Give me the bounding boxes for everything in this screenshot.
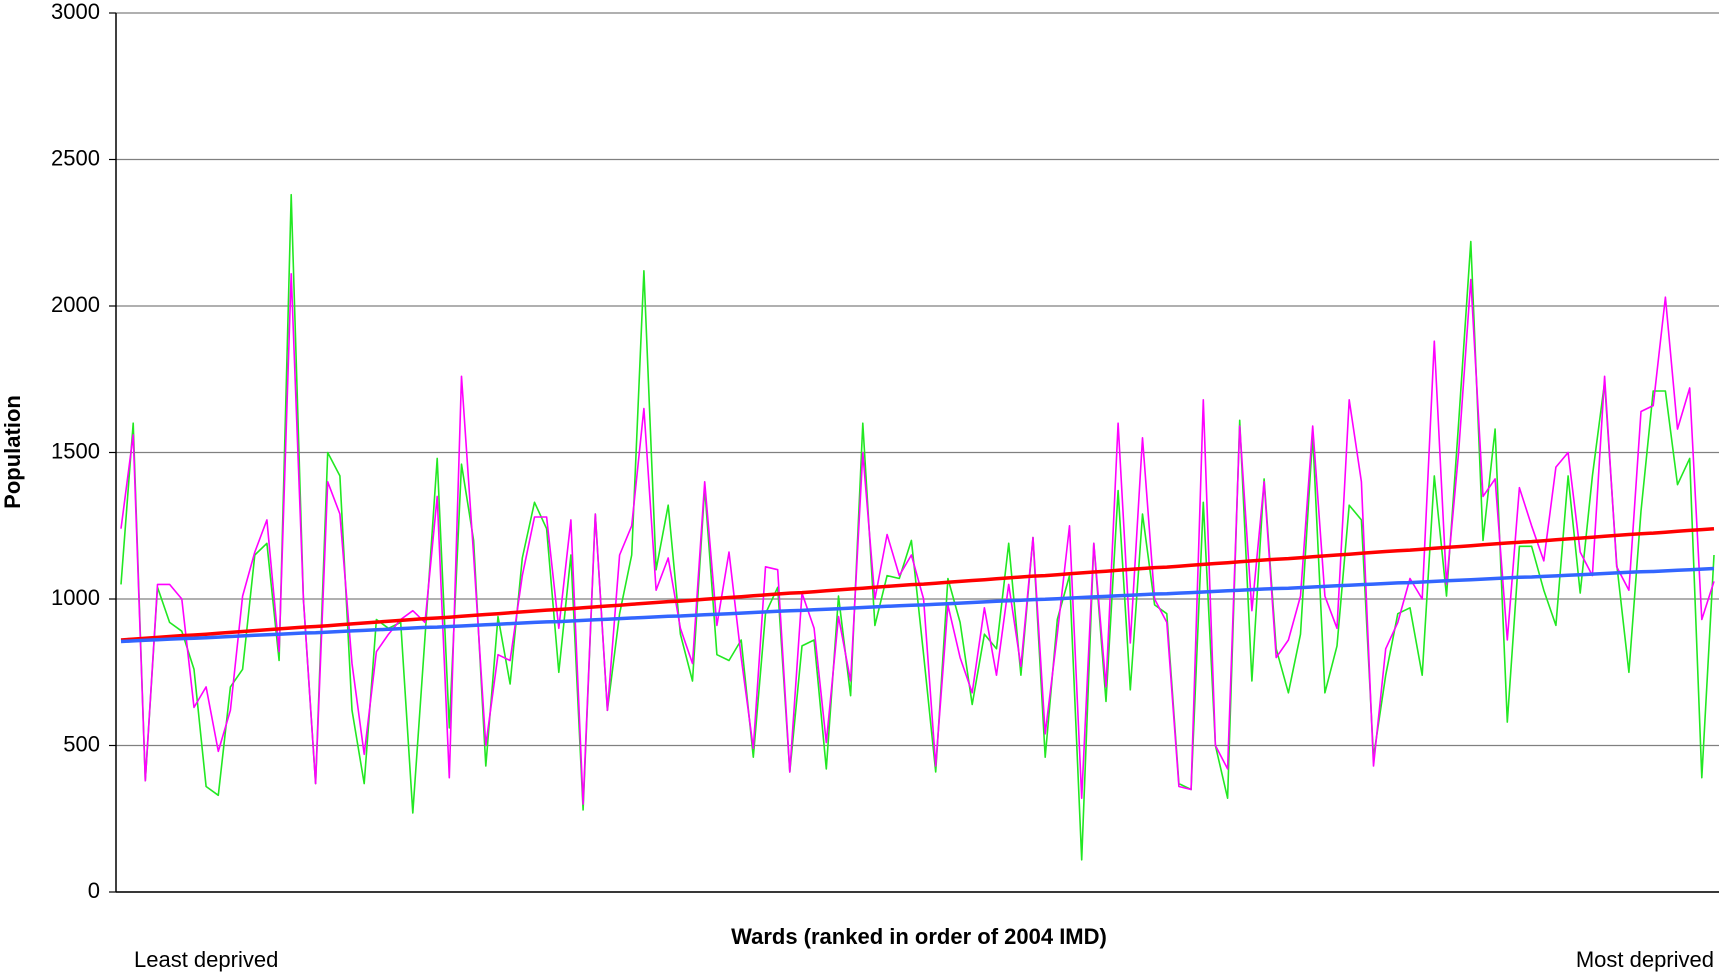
y-tick-label: 2000 xyxy=(51,292,100,317)
y-tick-label: 2500 xyxy=(51,145,100,170)
series-line xyxy=(120,526,1715,642)
y-axis-label: Population xyxy=(0,395,25,509)
y-tick-label: 1500 xyxy=(51,438,100,463)
annotation: Most deprived xyxy=(1576,947,1714,972)
series-line xyxy=(120,193,1715,861)
series-line xyxy=(120,566,1715,644)
annotation: Least deprived xyxy=(134,947,278,972)
x-axis-label: Wards (ranked in order of 2004 IMD) xyxy=(731,924,1107,949)
y-tick-label: 3000 xyxy=(51,0,100,24)
y-tick-label: 1000 xyxy=(51,585,100,610)
series-line xyxy=(120,273,1715,805)
y-tick-label: 500 xyxy=(63,731,100,756)
y-tick-label: 0 xyxy=(88,878,100,903)
